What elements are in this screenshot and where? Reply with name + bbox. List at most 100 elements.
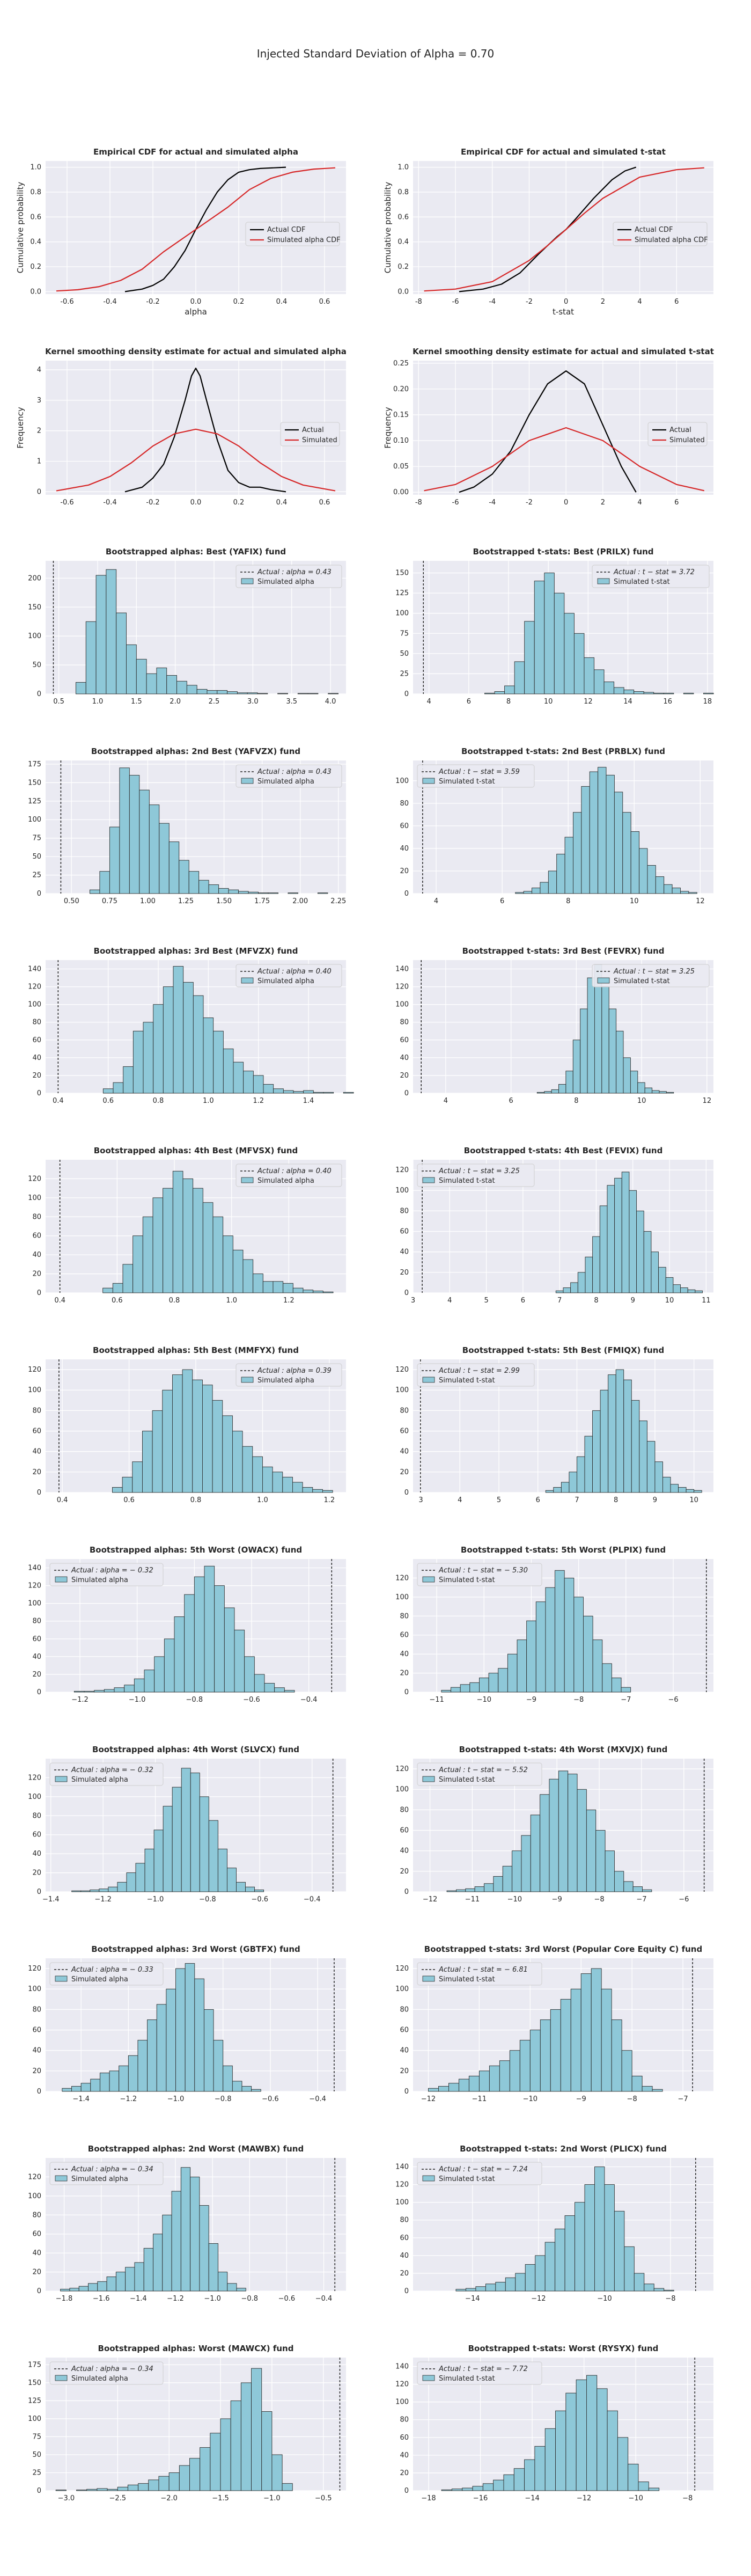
histogram-bar [128,2055,138,2092]
series-line [56,167,336,292]
y-tick-label: 40 [32,1653,41,1661]
histogram-bar [244,1656,255,1693]
histogram-bar [509,2050,520,2092]
x-tick-label: 2.5 [209,698,220,706]
y-tick-label: 0 [404,1289,409,1297]
y-tick-label: 40 [400,1650,409,1658]
legend-box [245,222,340,246]
histogram-bar [88,2283,98,2292]
legend-label: Actual [669,426,691,434]
histogram-bar [60,2289,70,2292]
histogram-bar [560,1999,571,2092]
y-tick-label: 120 [28,983,41,991]
histogram-bar [194,1576,205,1693]
y-tick-label: 120 [28,1774,41,1782]
y-tick-label: 20 [32,2067,41,2075]
y-tick-label: 140 [28,965,41,974]
y-tick-label: 60 [32,1831,41,1839]
panel-24: −18 −16 −14 −12 −10 −8 0 20 40 60 80 100 120 140 Boots… [395,2344,713,2502]
histogram-bar [686,1489,695,1493]
histogram-bar [637,1082,645,1094]
y-tick-label: 20 [32,1869,41,1877]
histogram-bar [592,1410,601,1493]
histogram-bar [577,1456,585,1493]
histogram-bar [478,2070,490,2092]
histogram-bar [174,1616,185,1693]
y-tick-label: 50 [32,853,41,861]
y-tick-label: 0.25 [393,360,409,368]
histogram-bar [119,767,130,894]
histogram-bar [484,693,495,694]
histogram-bar [680,891,689,894]
histogram-bar [148,2479,159,2491]
y-tick-label: 60 [32,1036,41,1044]
legend-label: Simulated alpha [71,2175,128,2183]
legend: Actual : t − stat = − 5.52 Simulated t-st… [417,1762,542,1786]
histogram-bar [631,2075,643,2092]
x-tick-label: 7 [557,1297,562,1305]
legend-box [417,2361,542,2385]
histogram-bar [598,767,607,894]
histogram-bar [687,1289,696,1293]
histogram-bar [240,2382,252,2491]
histogram-bar [199,1796,209,1892]
y-tick-label: 120 [28,1175,41,1183]
histogram-bar [69,2288,79,2292]
x-tick-label: 10 [630,897,639,905]
panel-21: −1.8 −1.6 −1.4 −1.2 −1.0 −0.8 −0.6 −0.4 0 20 40 60 8… [28,2144,346,2303]
histogram-bar [262,1281,274,1293]
histogram-bar [576,2379,587,2491]
y-tick-label: 140 [395,965,409,974]
y-axis-label: Cumulative probability [16,182,25,274]
histogram-bar [232,2081,242,2092]
histogram-bar [179,860,189,894]
histogram-bar [584,2184,595,2292]
histogram-bar [428,2088,439,2092]
histogram-bar [182,1178,194,1293]
histogram-bar [129,775,140,894]
histogram-bar [104,1689,115,1693]
histogram-bar [544,2428,556,2491]
histogram-bar [153,2234,163,2292]
x-tick-label: 12 [584,698,593,706]
y-tick-label: 1 [37,458,41,466]
x-tick-label: -0.4 [103,499,116,507]
histogram-bar [614,1871,624,1892]
histogram-bar [122,1476,133,1493]
legend-label: Simulated t-stat [439,1975,495,1984]
histogram-bar [132,1461,143,1493]
histogram-bar [117,2486,128,2491]
histogram-bar [438,2086,449,2092]
x-tick-label: −12 [531,2295,546,2303]
histogram-bar [212,1216,224,1293]
panel-title: Bootstrapped t-stats: Worst (RYSYX) fund [468,2344,659,2353]
x-tick-label: −14 [525,2494,539,2502]
histogram-bar [630,831,639,894]
histogram-bar [236,1882,246,1892]
y-tick-label: 100 [395,1785,409,1794]
histogram-bar [621,2050,632,2092]
histogram-bar [251,2089,261,2092]
y-tick-label: 25 [32,872,41,880]
histogram-bar [193,1188,203,1293]
legend-label: Actual : t − stat = 3.72 [613,568,695,576]
histogram-bar [446,1890,457,1892]
histogram-bar [202,1385,213,1493]
histogram-bar [186,685,197,694]
histogram-bar [662,1476,671,1493]
histogram-bar [190,2176,200,2292]
histogram-bar [644,1087,653,1094]
x-tick-label: −1.4 [72,2095,90,2103]
x-tick-label: −12 [577,2494,591,2502]
legend-swatch [422,778,435,784]
histogram-bar [634,2273,645,2292]
legend-box [49,2162,164,2185]
histogram-bar [303,1290,314,1293]
x-tick-label: 9 [653,1496,657,1504]
histogram-bar [614,792,623,894]
histogram-bar [248,891,259,894]
histogram-bar [297,693,308,694]
histogram-bar [536,1092,545,1094]
legend: Actual : t − stat = 2.99 Simulated t-stat [417,1363,535,1387]
